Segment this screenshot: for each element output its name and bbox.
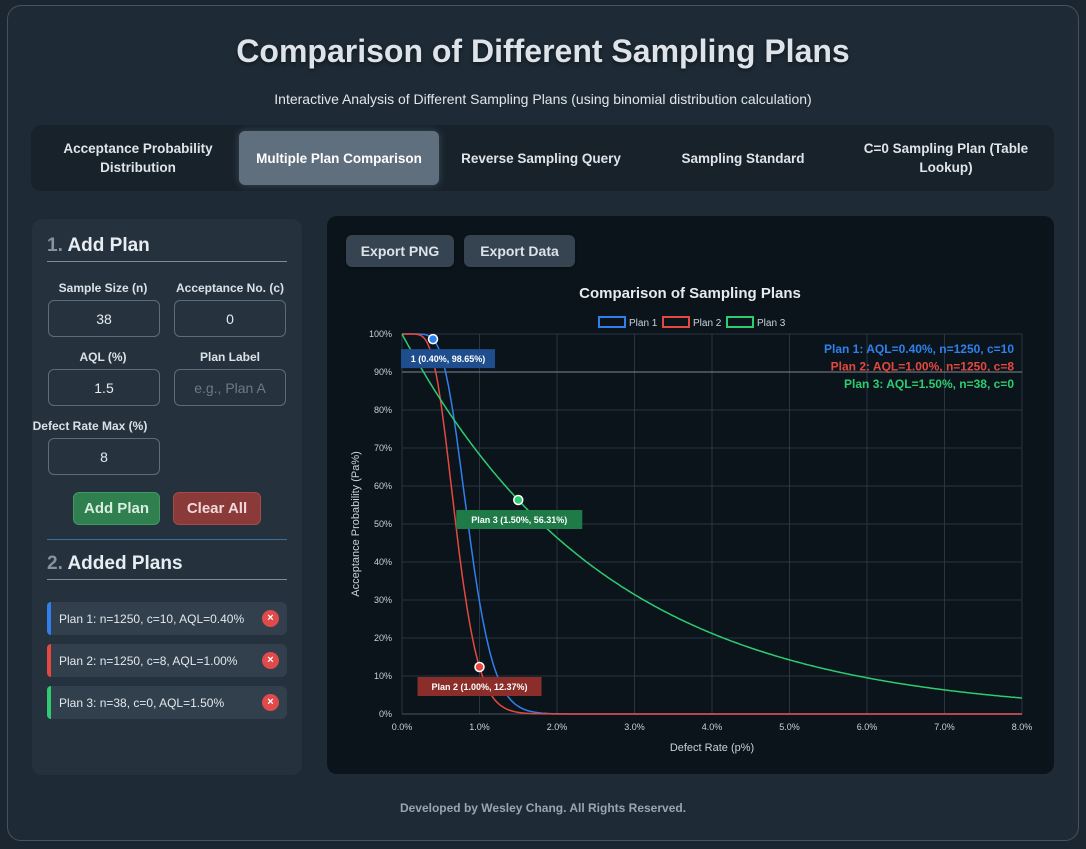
plan-item-label: Plan 2: n=1250, c=8, AQL=1.00% [59,653,238,668]
section-number: 1. [47,235,63,256]
plan-color-bar [47,602,51,635]
y-tick-label: 40% [374,557,392,567]
section-title: Add Plan [67,235,150,256]
tab-reverse-sampling-query[interactable]: Reverse Sampling Query [461,150,621,166]
control-panel: 1. Add Plan Sample Size (n) Acceptance N… [32,219,302,775]
y-tick-label: 50% [374,519,392,529]
legend-label: Plan 1 [629,318,658,329]
y-tick-label: 100% [369,329,392,339]
aql-input[interactable] [48,369,160,406]
x-tick-label: 4.0% [702,722,723,732]
highlight-point [474,661,485,673]
plan-item-label: Plan 3: n=38, c=0, AQL=1.50% [59,695,225,710]
add-plan-heading: 1. Add Plan [47,235,287,262]
plan-list-item: Plan 1: n=1250, c=10, AQL=0.40% × [47,602,287,635]
chart-title: Comparison of Sampling Plans [579,285,801,302]
y-tick-label: 10% [374,671,392,681]
legend-swatch [662,316,690,328]
sample-size-label: Sample Size (n) [58,281,148,295]
chart-panel: Export PNG Export Data Comparison of Sam… [327,216,1054,774]
tab-sampling-standard[interactable]: Sampling Standard [681,150,805,166]
point-label: Plan 2 (1.00%, 12.37%) [431,682,527,692]
plan-color-bar [47,686,51,719]
series-line-plan-2 [402,333,1022,715]
section-title: Added Plans [67,553,183,574]
clear-all-button[interactable]: Clear All [173,492,261,525]
legend-label: Plan 3 [757,318,786,329]
acceptance-number-label: Acceptance No. (c) [175,281,285,295]
y-axis-label: Acceptance Probability (Pa%) [350,451,362,597]
x-tick-label: 5.0% [779,722,800,732]
point-label-box [417,676,542,696]
sample-size-input[interactable] [48,300,160,337]
defect-rate-max-input[interactable] [48,438,160,475]
tab-multiple-plan-comparison[interactable]: Multiple Plan Comparison [239,131,439,185]
legend-swatch [726,316,754,328]
footer-credit: Developed by Wesley Chang. All Rights Re… [399,801,687,815]
tab-c0-sampling-plan[interactable]: C=0 Sampling Plan (Table Lookup) [863,141,1029,175]
page-title: Comparison of Different Sampling Plans [236,33,850,69]
add-plan-button[interactable]: Add Plan [73,492,160,525]
section-divider [47,539,287,540]
legend-swatch [598,316,626,328]
point-label-box [456,510,583,530]
y-tick-label: 80% [374,405,392,415]
x-tick-label: 0.0% [392,722,413,732]
plan-list-item: Plan 2: n=1250, c=8, AQL=1.00% × [47,644,287,677]
y-tick-label: 0% [379,709,392,719]
x-tick-label: 8.0% [1012,722,1033,732]
defect-rate-max-label: Defect Rate Max (%) [32,419,148,433]
tab-acceptance-probability[interactable]: Acceptance Probability Distribution [63,141,213,175]
oc-curve-chart: Comparison of Sampling Plans 0.0% 1.0% 2.0%… [350,285,1033,754]
plan-item-label: Plan 1: n=1250, c=10, AQL=0.40% [59,611,245,626]
y-tick-label: 30% [374,595,392,605]
x-axis-label: Defect Rate (p%) [670,742,754,754]
section-number: 2. [47,553,63,574]
plan-label-input[interactable] [174,369,286,406]
y-tick-label: 70% [374,443,392,453]
x-tick-label: 6.0% [857,722,878,732]
aql-label: AQL (%) [79,350,127,364]
remove-plan-icon[interactable]: × [262,652,279,669]
tab-bar: Acceptance Probability Distribution Mult… [31,125,1054,191]
series-line-plan-3 [401,333,1023,699]
export-data-button[interactable]: Export Data [464,235,575,267]
point-label: 1 (0.40%, 98.65%) [411,354,486,364]
legend-label: Plan 2 [693,318,722,329]
export-png-button[interactable]: Export PNG [346,235,454,267]
added-plans-heading: 2. Added Plans [47,553,287,580]
highlight-point [513,494,524,506]
point-label-box [401,349,495,369]
x-tick-label: 3.0% [624,722,645,732]
page-subtitle: Interactive Analysis of Different Sampli… [274,91,812,107]
acceptance-number-input[interactable] [174,300,286,337]
y-tick-label: 60% [374,481,392,491]
plan-annotation: Plan 3: AQL=1.50%, n=38, c=0 [844,377,1014,391]
remove-plan-icon[interactable]: × [262,610,279,627]
plan-label-label: Plan Label [199,350,261,364]
highlight-point [427,333,439,345]
y-tick-label: 90% [374,367,392,377]
point-label: Plan 3 (1.50%, 56.31%) [471,515,567,525]
remove-plan-icon[interactable]: × [262,694,279,711]
y-tick-label: 20% [374,633,392,643]
x-tick-label: 7.0% [934,722,955,732]
x-tick-label: 1.0% [469,722,490,732]
plan-annotation: Plan 1: AQL=0.40%, n=1250, c=10 [824,342,1014,356]
plan-list-item: Plan 3: n=38, c=0, AQL=1.50% × [47,686,287,719]
plan-color-bar [47,644,51,677]
plan-annotation: Plan 2: AQL=1.00%, n=1250, c=8 [831,360,1015,374]
x-tick-label: 2.0% [547,722,568,732]
